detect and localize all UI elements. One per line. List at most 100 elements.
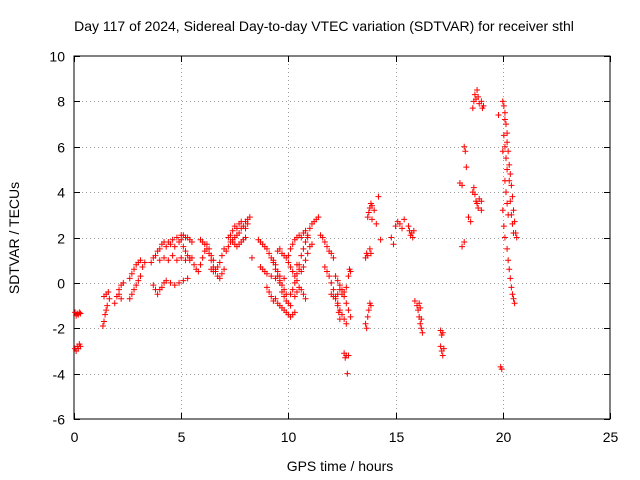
data-point bbox=[278, 288, 285, 295]
data-point bbox=[291, 279, 298, 286]
data-point bbox=[270, 257, 277, 264]
data-point bbox=[216, 259, 223, 266]
data-point bbox=[276, 279, 283, 286]
data-point bbox=[293, 288, 300, 295]
data-point bbox=[135, 277, 142, 284]
data-point bbox=[272, 261, 279, 268]
data-point bbox=[131, 266, 138, 273]
data-point bbox=[480, 102, 487, 109]
data-point bbox=[332, 273, 339, 280]
data-point bbox=[272, 295, 279, 302]
data-point bbox=[274, 268, 281, 275]
data-point bbox=[221, 266, 228, 273]
data-point bbox=[500, 132, 507, 139]
data-point bbox=[364, 214, 371, 221]
data-point bbox=[176, 279, 183, 286]
y-tick-label: 2 bbox=[57, 231, 65, 247]
data-point bbox=[367, 250, 374, 257]
data-point bbox=[343, 284, 350, 291]
data-point bbox=[478, 198, 485, 205]
data-point bbox=[345, 273, 352, 280]
data-point bbox=[289, 268, 296, 275]
data-point bbox=[137, 257, 144, 264]
data-point bbox=[156, 245, 163, 252]
data-point bbox=[335, 309, 342, 316]
data-point bbox=[418, 316, 425, 323]
data-point bbox=[440, 345, 447, 352]
data-point bbox=[203, 245, 210, 252]
data-point bbox=[345, 352, 352, 359]
data-point bbox=[495, 111, 502, 118]
data-point bbox=[343, 300, 350, 307]
data-point bbox=[321, 239, 328, 246]
data-point bbox=[467, 218, 474, 225]
data-point bbox=[218, 252, 225, 259]
data-point bbox=[503, 121, 510, 128]
plot-frame bbox=[73, 55, 611, 420]
data-point bbox=[126, 275, 133, 282]
data-point bbox=[306, 225, 313, 232]
data-point bbox=[463, 164, 470, 171]
data-point bbox=[369, 202, 376, 209]
data-point bbox=[390, 241, 397, 248]
data-point bbox=[339, 311, 345, 318]
data-point bbox=[347, 313, 354, 320]
data-point bbox=[513, 234, 520, 241]
data-point bbox=[399, 225, 406, 232]
data-point bbox=[365, 209, 372, 216]
data-point bbox=[371, 207, 378, 214]
data-point bbox=[504, 130, 511, 137]
data-point bbox=[465, 214, 472, 221]
data-point bbox=[263, 245, 270, 252]
data-point bbox=[276, 273, 283, 280]
data-point bbox=[133, 282, 140, 289]
data-point bbox=[287, 245, 294, 252]
data-point bbox=[321, 263, 328, 270]
data-point bbox=[509, 291, 516, 298]
data-point bbox=[287, 263, 294, 270]
data-point bbox=[405, 223, 412, 230]
data-point bbox=[315, 214, 322, 221]
data-point bbox=[195, 268, 202, 275]
data-point bbox=[242, 225, 249, 232]
data-point bbox=[392, 223, 399, 230]
x-tick-label: 15 bbox=[389, 429, 405, 445]
data-point bbox=[334, 302, 341, 309]
data-point bbox=[302, 257, 309, 264]
data-point bbox=[291, 309, 298, 316]
data-point bbox=[375, 193, 382, 200]
x-tick-label: 20 bbox=[496, 429, 512, 445]
data-point bbox=[199, 254, 206, 261]
data-point bbox=[99, 322, 106, 329]
data-points bbox=[72, 87, 520, 377]
data-point bbox=[419, 329, 426, 336]
x-tick-label: 25 bbox=[603, 429, 619, 445]
data-point bbox=[373, 220, 380, 227]
data-point bbox=[323, 243, 330, 250]
data-point bbox=[173, 257, 180, 264]
data-point bbox=[293, 261, 300, 268]
data-point bbox=[508, 284, 515, 291]
data-point bbox=[510, 295, 517, 302]
data-point bbox=[285, 252, 292, 259]
data-point bbox=[501, 234, 508, 241]
x-axis-title: GPS time / hours bbox=[287, 458, 394, 474]
data-point bbox=[293, 270, 300, 277]
data-point bbox=[148, 259, 155, 266]
data-point bbox=[339, 286, 345, 293]
data-point bbox=[471, 191, 478, 198]
data-point bbox=[501, 109, 508, 116]
y-tick-label: -2 bbox=[53, 321, 66, 337]
data-point bbox=[478, 207, 485, 214]
data-point bbox=[302, 295, 309, 302]
data-point bbox=[167, 241, 174, 248]
data-point bbox=[287, 302, 294, 309]
data-point bbox=[163, 277, 170, 284]
data-point bbox=[343, 320, 350, 327]
data-point bbox=[300, 245, 307, 252]
data-point bbox=[507, 275, 514, 282]
x-tick-label: 10 bbox=[281, 429, 297, 445]
data-point bbox=[505, 148, 512, 155]
data-point bbox=[184, 252, 191, 259]
